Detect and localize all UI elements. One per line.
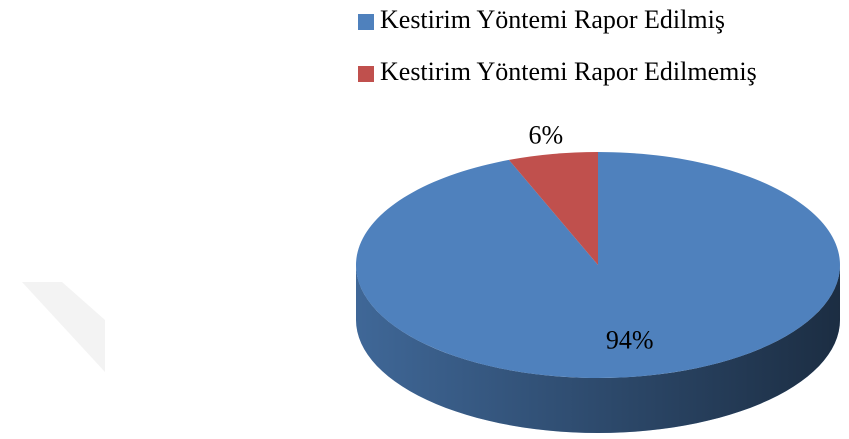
data-label: 6% [529,120,564,149]
legend: Kestirim Yöntemi Rapor Edilmiş Kestirim Y… [358,5,757,86]
watermark [22,282,105,372]
legend-swatch [358,66,374,82]
data-label: 94% [606,326,654,355]
legend-swatch [358,14,374,30]
legend-label: Kestirim Yöntemi Rapor Edilmiş [380,5,725,34]
legend-label: Kestirim Yöntemi Rapor Edilmemiş [380,57,757,86]
slice-side-shade [356,265,840,433]
slice [508,152,598,265]
pie: 94% 6% [355,120,840,433]
